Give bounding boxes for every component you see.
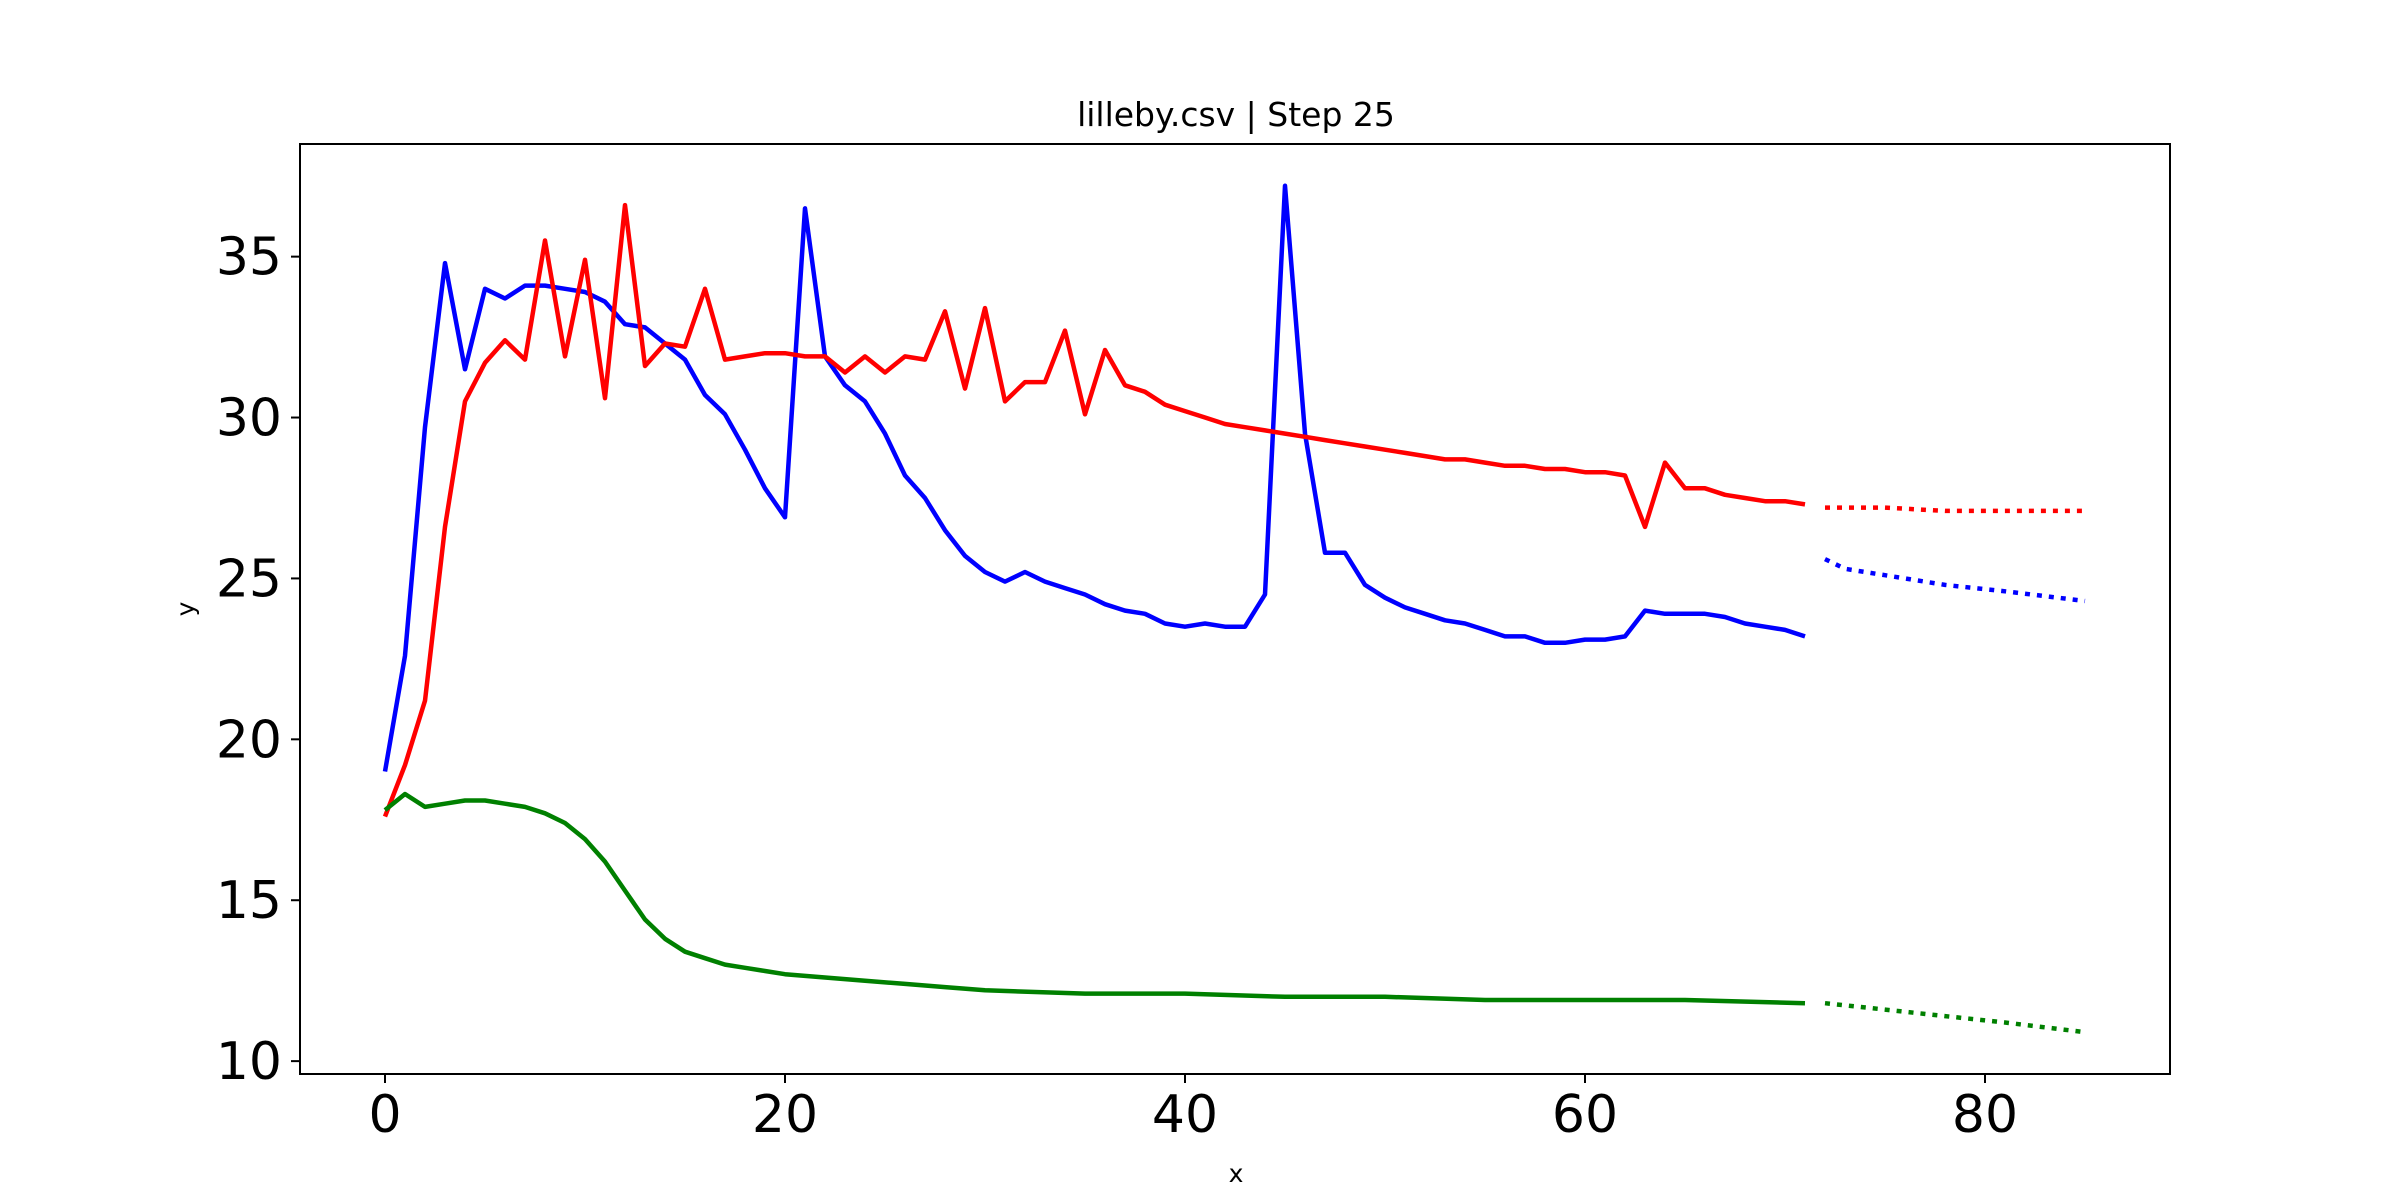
series-line-3 [383,791,1806,1006]
x-axis: 0 20 40 60 80 [368,1074,2018,1145]
series-layer [382,183,2086,1035]
y-tick-label: 20 [216,710,282,770]
plot-frame [299,143,2171,1075]
y-tick-label: 15 [216,871,282,931]
series-line-2 [382,202,1806,818]
y-axis-label: y [171,601,200,616]
series-line-1 [382,183,1806,772]
x-tick-label: 80 [1952,1085,2018,1145]
x-tick-label: 20 [752,1085,818,1145]
series-line-5 [1824,557,2086,604]
series-line-4 [1825,505,2085,514]
y-tick-label: 30 [216,389,282,449]
y-axis: 10 15 20 25 30 35 [216,228,300,1092]
x-axis-label: x [1229,1159,1244,1188]
y-tick-label: 35 [216,228,282,288]
x-tick-label: 40 [1152,1085,1218,1145]
chart-title: lilleby.csv | Step 25 [1077,95,1395,134]
x-tick-label: 60 [1552,1085,1618,1145]
x-tick-label: 0 [368,1085,401,1145]
series-line-6 [1824,1000,2086,1035]
y-tick-label: 25 [216,549,282,609]
y-tick-label: 10 [216,1032,282,1092]
